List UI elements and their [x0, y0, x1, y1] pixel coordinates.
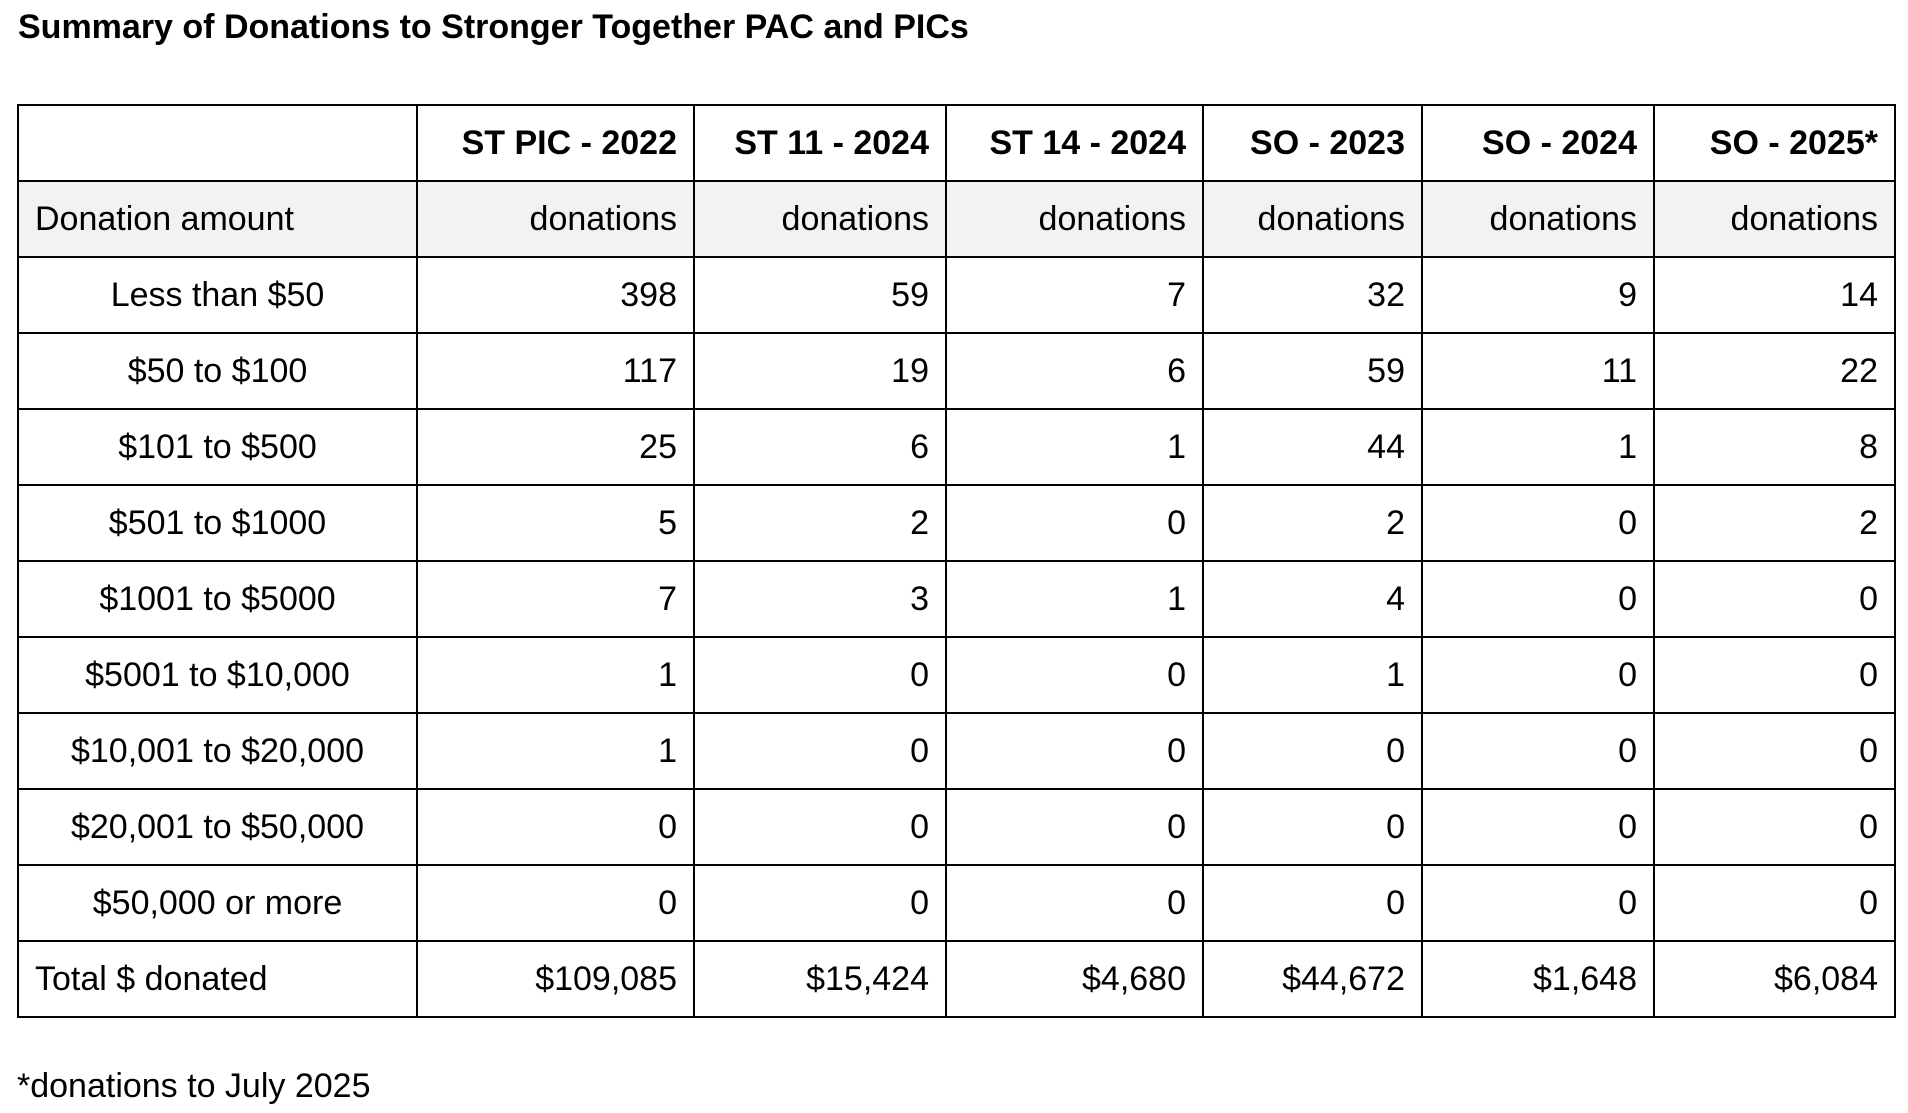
- table-cell: donations: [416, 180, 695, 258]
- table-cell: 5: [416, 484, 695, 562]
- row-label: $501 to $1000: [17, 484, 418, 562]
- table-cell: 0: [693, 636, 947, 714]
- table-cell: $15,424: [693, 940, 947, 1018]
- header-row: ST PIC - 2022 ST 11 - 2024 ST 14 - 2024 …: [17, 104, 1896, 182]
- table-cell: 7: [416, 560, 695, 638]
- table-cell: $4,680: [945, 940, 1204, 1018]
- table-cell: 117: [416, 332, 695, 410]
- page-title: Summary of Donations to Stronger Togethe…: [18, 8, 969, 46]
- row-label: Total $ donated: [17, 940, 418, 1018]
- table-row: $50 to $100 117 19 6 59 11 22: [17, 332, 1896, 410]
- table-cell: 1: [1202, 636, 1423, 714]
- table-row: Less than $50 398 59 7 32 9 14: [17, 256, 1896, 334]
- table-cell: 0: [945, 712, 1204, 790]
- table-cell: 7: [945, 256, 1204, 334]
- table-cell: 0: [416, 788, 695, 866]
- table-cell: donations: [945, 180, 1204, 258]
- table-row: $1001 to $5000 7 3 1 4 0 0: [17, 560, 1896, 638]
- column-header: ST 14 - 2024: [945, 104, 1204, 182]
- table-cell: 0: [1421, 864, 1655, 942]
- column-header: SO - 2023: [1202, 104, 1423, 182]
- table-cell: 14: [1653, 256, 1896, 334]
- table-cell: 398: [416, 256, 695, 334]
- row-label: $50,000 or more: [17, 864, 418, 942]
- table-cell: $44,672: [1202, 940, 1423, 1018]
- table-row: $101 to $500 25 6 1 44 1 8: [17, 408, 1896, 486]
- table-cell: 0: [1653, 560, 1896, 638]
- table-cell: 0: [945, 636, 1204, 714]
- table-cell: 9: [1421, 256, 1655, 334]
- table-row: $10,001 to $20,000 1 0 0 0 0 0: [17, 712, 1896, 790]
- table-cell: $109,085: [416, 940, 695, 1018]
- table-cell: 0: [945, 864, 1204, 942]
- table-cell: 22: [1653, 332, 1896, 410]
- table-cell: 0: [1421, 560, 1655, 638]
- table-cell: 6: [945, 332, 1204, 410]
- column-header: ST 11 - 2024: [693, 104, 947, 182]
- row-label: Donation amount: [17, 180, 418, 258]
- table-cell: 44: [1202, 408, 1423, 486]
- table-cell: donations: [693, 180, 947, 258]
- table-cell: 8: [1653, 408, 1896, 486]
- row-label: $5001 to $10,000: [17, 636, 418, 714]
- table-cell: 59: [1202, 332, 1423, 410]
- row-label: $20,001 to $50,000: [17, 788, 418, 866]
- table-cell: 0: [945, 484, 1204, 562]
- table-cell: 0: [1653, 712, 1896, 790]
- table-cell: 2: [693, 484, 947, 562]
- table-cell: 2: [1202, 484, 1423, 562]
- row-label: Less than $50: [17, 256, 418, 334]
- table-cell: donations: [1202, 180, 1423, 258]
- table-cell: 25: [416, 408, 695, 486]
- total-row: Total $ donated $109,085 $15,424 $4,680 $44,…: [17, 940, 1896, 1018]
- table-cell: 0: [416, 864, 695, 942]
- table-cell: 1: [945, 408, 1204, 486]
- table-cell: 0: [1421, 788, 1655, 866]
- table-cell: 6: [693, 408, 947, 486]
- table-cell: 0: [1653, 788, 1896, 866]
- table-cell: 0: [693, 788, 947, 866]
- table-cell: 0: [1653, 864, 1896, 942]
- table-cell: 1: [416, 636, 695, 714]
- column-header: SO - 2025*: [1653, 104, 1896, 182]
- table-cell: 19: [693, 332, 947, 410]
- table-cell: 32: [1202, 256, 1423, 334]
- table-cell: $1,648: [1421, 940, 1655, 1018]
- table-cell: 1: [945, 560, 1204, 638]
- row-label: $10,001 to $20,000: [17, 712, 418, 790]
- column-header: SO - 2024: [1421, 104, 1655, 182]
- column-header: ST PIC - 2022: [416, 104, 695, 182]
- footnote: *donations to July 2025: [17, 1067, 371, 1105]
- table-cell: donations: [1653, 180, 1896, 258]
- table-row: $501 to $1000 5 2 0 2 0 2: [17, 484, 1896, 562]
- table-cell: 0: [693, 864, 947, 942]
- table-cell: 0: [1202, 712, 1423, 790]
- table-cell: 0: [945, 788, 1204, 866]
- row-label: $50 to $100: [17, 332, 418, 410]
- table-cell: 1: [1421, 408, 1655, 486]
- table-cell: 0: [693, 712, 947, 790]
- subheader-row: Donation amount donations donations dona…: [17, 180, 1896, 258]
- table-cell: 0: [1421, 636, 1655, 714]
- table-cell: 0: [1202, 864, 1423, 942]
- table-cell: 11: [1421, 332, 1655, 410]
- table-row: $20,001 to $50,000 0 0 0 0 0 0: [17, 788, 1896, 866]
- table-cell: $6,084: [1653, 940, 1896, 1018]
- table-cell: donations: [1421, 180, 1655, 258]
- table-row: $5001 to $10,000 1 0 0 1 0 0: [17, 636, 1896, 714]
- donations-table: ST PIC - 2022 ST 11 - 2024 ST 14 - 2024 …: [17, 104, 1896, 1018]
- table-cell: 3: [693, 560, 947, 638]
- table-cell: 2: [1653, 484, 1896, 562]
- table-cell: 0: [1421, 712, 1655, 790]
- row-label: $101 to $500: [17, 408, 418, 486]
- table-cell: 0: [1202, 788, 1423, 866]
- table-cell: 1: [416, 712, 695, 790]
- table-row: $50,000 or more 0 0 0 0 0 0: [17, 864, 1896, 942]
- column-header: [17, 104, 418, 182]
- table-cell: 0: [1653, 636, 1896, 714]
- table-cell: 59: [693, 256, 947, 334]
- table-cell: 0: [1421, 484, 1655, 562]
- table-cell: 4: [1202, 560, 1423, 638]
- row-label: $1001 to $5000: [17, 560, 418, 638]
